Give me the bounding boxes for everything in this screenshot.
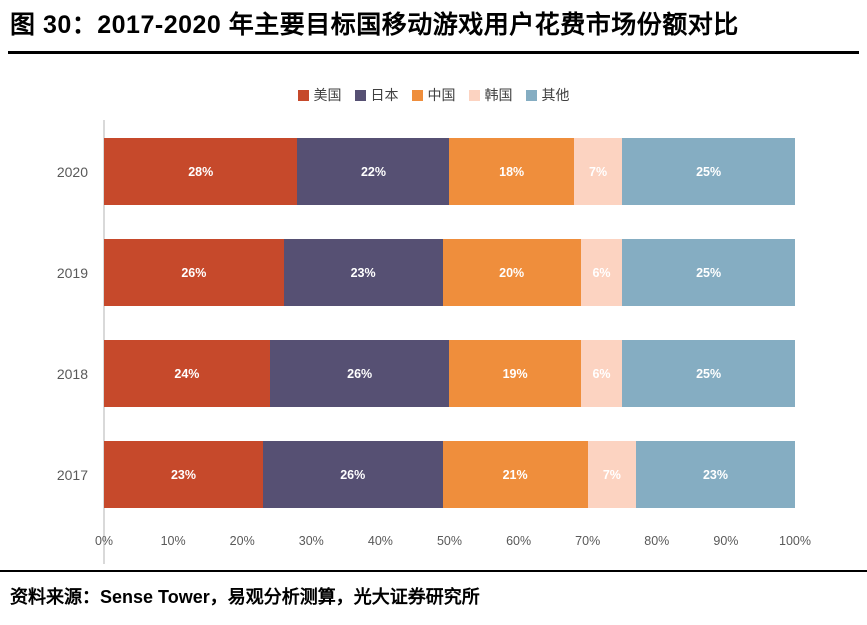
source-divider bbox=[0, 570, 867, 572]
legend-item-日本: 日本 bbox=[354, 85, 399, 105]
x-axis-tick-label: 40% bbox=[367, 534, 393, 548]
x-axis-tick-label: 20% bbox=[229, 534, 255, 548]
x-axis-tick-label: 100% bbox=[779, 534, 811, 548]
bar-segment-中国: 18% bbox=[449, 138, 574, 205]
bar-segment-韩国: 6% bbox=[580, 239, 623, 306]
bar-segment-中国: 20% bbox=[442, 239, 581, 306]
bar-value-label: 6% bbox=[592, 265, 611, 280]
y-axis-category-label: 2020 bbox=[56, 163, 88, 180]
bar-segment-其他: 25% bbox=[622, 340, 795, 407]
bar-segment-日本: 26% bbox=[269, 340, 450, 407]
figure-header: 图 30：2017-2020 年主要目标国移动游戏用户花费市场份额对比 bbox=[0, 0, 867, 42]
x-axis-tick-label: 90% bbox=[713, 534, 739, 548]
bar-value-label: 28% bbox=[188, 164, 214, 179]
legend-swatch-icon bbox=[297, 89, 309, 101]
bar-value-label: 19% bbox=[502, 366, 528, 381]
legend-label: 中国 bbox=[427, 87, 456, 103]
bar-segment-日本: 23% bbox=[283, 239, 443, 306]
legend-label: 韩国 bbox=[484, 87, 513, 103]
bar-rows: 2020 28% 22% 18% 7% 25% 2019 26% 23% 20% 6% 25% 2018… bbox=[57, 138, 795, 508]
bar-row-2018: 2018 24% 26% 19% 6% 25% bbox=[57, 340, 795, 407]
bar-segment-日本: 22% bbox=[297, 138, 450, 205]
bar-value-label: 26% bbox=[347, 366, 373, 381]
plot-area: 2020 28% 22% 18% 7% 25% 2019 26% 23% 20% 6% 25% 2018… bbox=[57, 120, 811, 564]
bar-row-2019: 2019 26% 23% 20% 6% 25% bbox=[57, 239, 795, 306]
x-axis-tick-label: 30% bbox=[298, 534, 324, 548]
legend-item-美国: 美国 bbox=[297, 85, 342, 105]
bar-row-2017: 2017 23% 26% 21% 7% 23% bbox=[57, 441, 795, 508]
bar-row-2020: 2020 28% 22% 18% 7% 25% bbox=[57, 138, 795, 205]
bar-value-label: 6% bbox=[592, 366, 611, 381]
bar-segment-韩国: 6% bbox=[580, 340, 623, 407]
legend-label: 日本 bbox=[370, 87, 399, 103]
bar-segment-其他: 25% bbox=[622, 138, 795, 205]
bar-value-label: 7% bbox=[589, 164, 608, 179]
bar-value-label: 25% bbox=[696, 164, 722, 179]
figure-title: 图 30：2017-2020 年主要目标国移动游戏用户花费市场份额对比 bbox=[10, 11, 739, 39]
x-axis-tick-label: 0% bbox=[94, 534, 114, 548]
bar-segment-美国: 23% bbox=[104, 441, 263, 508]
y-axis-category-label: 2018 bbox=[56, 365, 88, 382]
bar-value-label: 26% bbox=[181, 265, 207, 280]
bar-value-label: 21% bbox=[502, 467, 528, 482]
bar-value-label: 7% bbox=[602, 467, 621, 482]
bar-segment-中国: 19% bbox=[449, 340, 581, 407]
bar-value-label: 25% bbox=[696, 366, 722, 381]
bar-track: 23% 26% 21% 7% 23% bbox=[104, 441, 795, 508]
bar-value-label: 26% bbox=[340, 467, 366, 482]
x-axis-tick-label: 70% bbox=[575, 534, 601, 548]
x-axis: 0% 10% 20% 30% 40% 50% 60% 70% 80% 90% 100% bbox=[95, 534, 811, 550]
bar-segment-中国: 21% bbox=[442, 441, 588, 508]
bar-value-label: 23% bbox=[702, 467, 729, 482]
x-axis-tick-label: 10% bbox=[160, 534, 186, 548]
bar-segment-韩国: 7% bbox=[573, 138, 623, 205]
legend-item-中国: 中国 bbox=[411, 85, 456, 105]
bar-value-label: 24% bbox=[174, 366, 200, 381]
bar-value-label: 23% bbox=[170, 467, 196, 482]
legend-label: 美国 bbox=[313, 87, 342, 103]
legend-label: 其他 bbox=[541, 87, 570, 103]
y-axis-category-label: 2019 bbox=[56, 264, 88, 281]
legend-swatch-icon bbox=[525, 89, 537, 101]
bar-track: 24% 26% 19% 6% 25% bbox=[104, 340, 795, 407]
bar-value-label: 20% bbox=[499, 265, 525, 280]
bar-segment-韩国: 7% bbox=[587, 441, 637, 508]
y-axis-category-label: 2017 bbox=[56, 466, 88, 483]
source-note: 资料来源：Sense Tower，易观分析测算，光大证券研究所 bbox=[10, 587, 480, 607]
bar-value-label: 23% bbox=[350, 265, 376, 280]
legend-item-韩国: 韩国 bbox=[468, 85, 513, 105]
title-divider bbox=[8, 51, 859, 54]
bar-segment-其他: 25% bbox=[622, 239, 795, 306]
legend-item-其他: 其他 bbox=[525, 85, 570, 105]
chart-legend: 美国 日本 中国 韩国 其他 bbox=[0, 85, 867, 105]
legend-swatch-icon bbox=[411, 89, 423, 101]
bar-value-label: 22% bbox=[360, 164, 386, 179]
bar-segment-美国: 24% bbox=[104, 340, 270, 407]
legend-swatch-icon bbox=[468, 89, 480, 101]
bar-segment-其他: 23% bbox=[636, 441, 795, 508]
x-axis-tick-label: 80% bbox=[644, 534, 670, 548]
x-axis-tick-label: 60% bbox=[506, 534, 532, 548]
bar-track: 28% 22% 18% 7% 25% bbox=[104, 138, 795, 205]
bar-track: 26% 23% 20% 6% 25% bbox=[104, 239, 795, 306]
bar-segment-日本: 26% bbox=[262, 441, 443, 508]
x-axis-tick-label: 50% bbox=[436, 534, 463, 548]
bar-segment-美国: 28% bbox=[104, 138, 298, 205]
bar-value-label: 25% bbox=[696, 265, 722, 280]
bar-segment-美国: 26% bbox=[104, 239, 284, 306]
legend-swatch-icon bbox=[354, 89, 366, 101]
bar-value-label: 18% bbox=[499, 164, 525, 179]
